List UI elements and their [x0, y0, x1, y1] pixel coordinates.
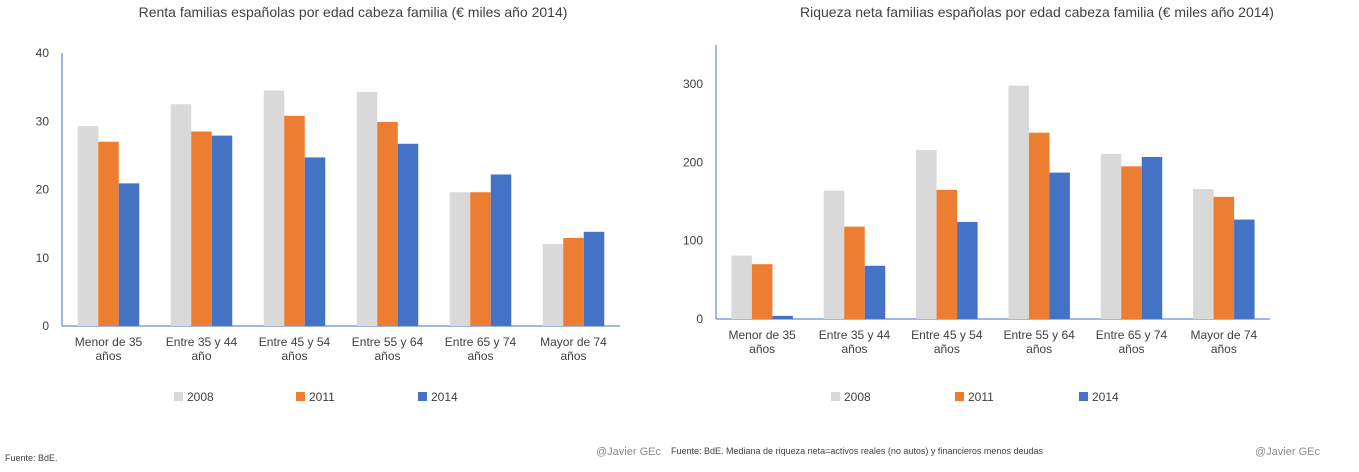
bar-2014-1 [772, 315, 793, 319]
bar-2011-4 [377, 121, 398, 327]
x-tick-label: Entre 35 y 44 [819, 328, 891, 342]
right-credit: @Javier GEc [1255, 446, 1320, 458]
bar-2014-4 [1049, 172, 1070, 319]
legend-label-2011: 2011 [309, 390, 335, 404]
bar-2008-1 [731, 255, 752, 319]
x-tick-label: años [467, 349, 493, 363]
y-tick-label: 40 [36, 46, 50, 60]
bar-2008-4 [1008, 85, 1029, 319]
bar-2008-3 [916, 149, 937, 319]
x-tick-label: años [749, 342, 775, 356]
bar-2008-1 [77, 126, 99, 326]
x-tick-label: Entre 55 y 64 [1003, 328, 1075, 342]
income-chart: Renta familias españolas por edad cabeza… [36, 4, 620, 404]
x-tick-label: Entre 35 y 44 [166, 335, 238, 349]
bar-2011-3 [284, 115, 305, 326]
bar-2011-1 [751, 264, 773, 319]
x-tick-label: años [934, 342, 960, 356]
bar-2014-3 [957, 221, 978, 319]
x-tick-label: años [560, 349, 586, 363]
legend-swatch-2008 [831, 392, 840, 401]
x-tick-label: Entre 55 y 64 [352, 335, 424, 349]
bar-2008-6 [1193, 189, 1214, 319]
y-tick-label: 0 [696, 312, 703, 326]
bar-2014-3 [304, 157, 326, 326]
y-tick-label: 200 [683, 155, 703, 169]
x-tick-label: años [95, 349, 121, 363]
wealth-chart: Riqueza neta familias españolas por edad… [683, 4, 1274, 404]
y-tick-label: 100 [683, 234, 703, 248]
bar-2011-6 [563, 237, 584, 326]
bar-2011-2 [191, 131, 212, 326]
bar-2014-1 [118, 183, 140, 326]
bar-2014-5 [1141, 156, 1163, 319]
x-tick-label: Mayor de 74 [1190, 328, 1257, 342]
left-source-note: Fuente: BdE. [5, 453, 58, 463]
legend-label-2011: 2011 [968, 390, 994, 404]
y-tick-label: 30 [36, 114, 50, 128]
bar-2008-4 [356, 91, 378, 326]
bar-2008-3 [263, 90, 285, 326]
bar-2011-5 [470, 192, 491, 326]
x-tick-label: años [841, 342, 867, 356]
y-tick-label: 20 [36, 183, 50, 197]
bar-2011-4 [1028, 132, 1050, 319]
left-credit: @Javier GEc [596, 446, 661, 458]
bar-2011-6 [1213, 196, 1235, 319]
y-tick-label: 10 [36, 251, 50, 265]
legend-swatch-2011 [955, 392, 964, 401]
bar-2014-6 [583, 231, 605, 326]
chart-title: Renta familias españolas por edad cabeza… [139, 4, 568, 20]
bar-2014-4 [397, 143, 419, 326]
x-tick-label: Entre 65 y 74 [445, 335, 517, 349]
x-tick-label: años [374, 349, 400, 363]
bar-2011-1 [98, 141, 119, 326]
bar-2008-5 [1100, 153, 1122, 319]
legend-swatch-2011 [296, 392, 305, 401]
bar-2014-6 [1234, 219, 1255, 319]
x-tick-label: años [281, 349, 307, 363]
bar-2014-2 [211, 135, 233, 326]
bar-2011-5 [1121, 166, 1142, 319]
chart-title: Riqueza neta familias españolas por edad… [800, 4, 1274, 20]
x-tick-label: años [1026, 342, 1052, 356]
x-tick-label: Menor de 35 [728, 328, 796, 342]
x-tick-label: Entre 45 y 54 [259, 335, 331, 349]
x-tick-label: Menor de 35 [75, 335, 143, 349]
x-tick-label: años [1118, 342, 1144, 356]
bar-2014-2 [864, 265, 886, 319]
x-tick-label: año [191, 349, 211, 363]
legend-label-2008: 2008 [844, 390, 871, 404]
bar-2008-6 [542, 244, 564, 326]
x-tick-label: Entre 45 y 54 [911, 328, 983, 342]
legend-swatch-2014 [418, 392, 427, 401]
legend-label-2014: 2014 [1092, 390, 1119, 404]
y-tick-label: 300 [683, 77, 703, 91]
bar-2008-2 [823, 190, 845, 319]
legend-swatch-2014 [1079, 392, 1088, 401]
legend-label-2008: 2008 [187, 390, 214, 404]
legend-label-2014: 2014 [431, 390, 458, 404]
bar-2011-3 [936, 189, 958, 319]
legend-swatch-2008 [174, 392, 183, 401]
y-tick-label: 0 [42, 319, 49, 333]
x-tick-label: Entre 65 y 74 [1096, 328, 1168, 342]
x-tick-label: Mayor de 74 [540, 335, 607, 349]
bar-2008-5 [449, 192, 471, 326]
bar-2008-2 [170, 104, 192, 326]
bar-2011-2 [844, 226, 865, 319]
right-source-note: Fuente: BdE. Mediana de riqueza neta=act… [671, 446, 1043, 456]
bar-2014-5 [490, 174, 512, 326]
x-tick-label: años [1211, 342, 1237, 356]
